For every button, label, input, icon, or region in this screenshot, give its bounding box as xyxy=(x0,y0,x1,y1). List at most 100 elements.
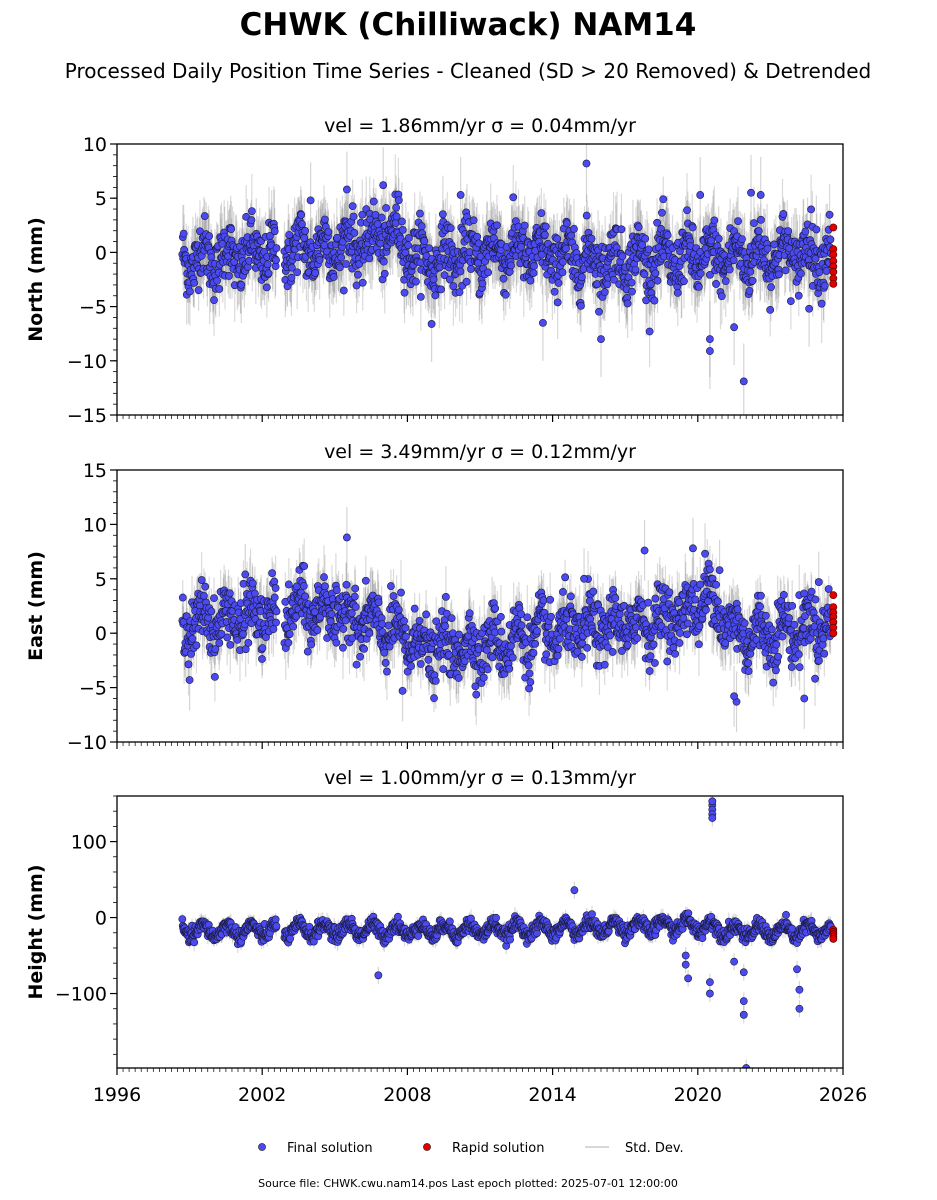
final-solution-point xyxy=(412,277,420,286)
panel-title: vel = 1.86mm/yr σ = 0.04mm/yr xyxy=(324,115,636,137)
final-solution-point xyxy=(225,272,233,280)
final-solution-point xyxy=(714,234,723,243)
final-solution-point xyxy=(337,253,346,262)
final-solution-point xyxy=(258,655,266,663)
final-solution-point xyxy=(199,591,208,600)
final-solution-point xyxy=(517,242,526,251)
final-solution-point xyxy=(289,622,298,631)
final-solution-point xyxy=(268,569,276,578)
final-solution-point xyxy=(456,191,465,199)
final-solution-point xyxy=(342,260,350,268)
figure-title: CHWK (Chilliwack) NAM14 xyxy=(240,7,697,43)
final-solution-point xyxy=(380,269,389,278)
final-solution-point xyxy=(658,208,666,217)
final-solution-point xyxy=(747,188,755,197)
final-solution-point xyxy=(554,279,563,287)
final-solution-point xyxy=(653,218,661,227)
final-solution-point xyxy=(631,265,640,274)
final-solution-point xyxy=(339,286,348,295)
final-solution-point xyxy=(826,235,835,244)
final-solution-point xyxy=(211,645,220,653)
final-solution-point xyxy=(429,275,438,284)
rapid-solution-point xyxy=(829,279,838,288)
final-solution-point xyxy=(205,232,214,241)
final-solution-point xyxy=(712,280,720,288)
final-solution-point xyxy=(270,227,279,236)
final-solution-point xyxy=(342,185,351,194)
final-solution-point xyxy=(812,225,821,234)
final-solution-point xyxy=(563,219,571,228)
final-solution-point xyxy=(307,640,316,649)
final-solution-point xyxy=(640,270,649,279)
final-solution-point xyxy=(651,269,660,278)
final-solution-point xyxy=(756,191,765,199)
final-solution-point xyxy=(440,271,449,280)
final-solution-point xyxy=(311,269,320,277)
final-solution-point xyxy=(404,241,412,250)
final-solution-point xyxy=(597,335,605,344)
final-solution-point xyxy=(376,239,385,248)
final-solution-point xyxy=(462,277,471,286)
final-solution-point xyxy=(659,195,668,204)
final-solution-point xyxy=(797,269,805,278)
final-solution-point xyxy=(739,377,748,386)
final-solution-point xyxy=(673,288,682,297)
final-solution-point xyxy=(326,617,335,626)
final-solution-point xyxy=(696,191,705,199)
final-solution-point xyxy=(272,607,281,616)
y-tick-label: −10 xyxy=(67,351,107,373)
final-solution-point xyxy=(397,217,406,226)
final-solution-point xyxy=(781,266,790,275)
final-solution-point xyxy=(550,287,559,296)
final-solution-point xyxy=(405,234,413,242)
final-solution-point xyxy=(509,193,518,202)
final-solution-point xyxy=(437,285,445,294)
final-solution-point xyxy=(786,297,795,306)
final-solution-point xyxy=(287,273,296,282)
final-solution-point xyxy=(628,287,636,296)
final-solution-point xyxy=(456,267,465,276)
final-solution-point xyxy=(553,298,562,307)
final-solution-point xyxy=(478,279,487,288)
final-solution-point xyxy=(188,634,197,643)
final-solution-point xyxy=(210,672,219,681)
final-solution-point xyxy=(272,244,281,253)
final-solution-point xyxy=(757,215,765,224)
final-solution-point xyxy=(734,217,742,226)
final-solution-point xyxy=(644,245,653,254)
final-solution-point xyxy=(729,256,738,265)
final-solution-points xyxy=(178,533,835,706)
final-solution-point xyxy=(417,222,426,231)
final-solution-point xyxy=(710,216,719,225)
final-solution-point xyxy=(730,323,738,332)
final-solution-point xyxy=(335,263,344,272)
final-solution-point xyxy=(438,210,447,219)
final-solution-point xyxy=(339,625,348,633)
final-solution-point xyxy=(201,582,210,591)
final-solution-point xyxy=(394,196,403,205)
final-solution-point xyxy=(446,224,455,232)
final-solution-point xyxy=(587,234,596,243)
final-solution-point xyxy=(210,296,218,305)
final-solution-point xyxy=(192,641,201,650)
final-solution-point xyxy=(178,593,187,602)
final-solution-point xyxy=(185,287,194,296)
final-solution-point xyxy=(499,274,508,283)
final-solution-point xyxy=(706,335,714,344)
final-solution-point xyxy=(315,256,324,264)
final-solution-point xyxy=(794,291,803,300)
final-solution-point xyxy=(558,268,567,277)
final-solution-point xyxy=(562,244,570,253)
final-solution-point xyxy=(526,276,535,285)
final-solution-point xyxy=(431,291,440,300)
final-solution-point xyxy=(820,281,829,290)
final-solution-point xyxy=(247,216,256,225)
final-solution-point xyxy=(373,220,382,229)
final-solution-point xyxy=(300,233,309,242)
final-solution-point xyxy=(582,159,591,168)
final-solution-point xyxy=(745,286,754,295)
final-solution-point xyxy=(377,213,386,222)
final-solution-point xyxy=(379,257,388,266)
final-solution-point xyxy=(493,221,501,230)
